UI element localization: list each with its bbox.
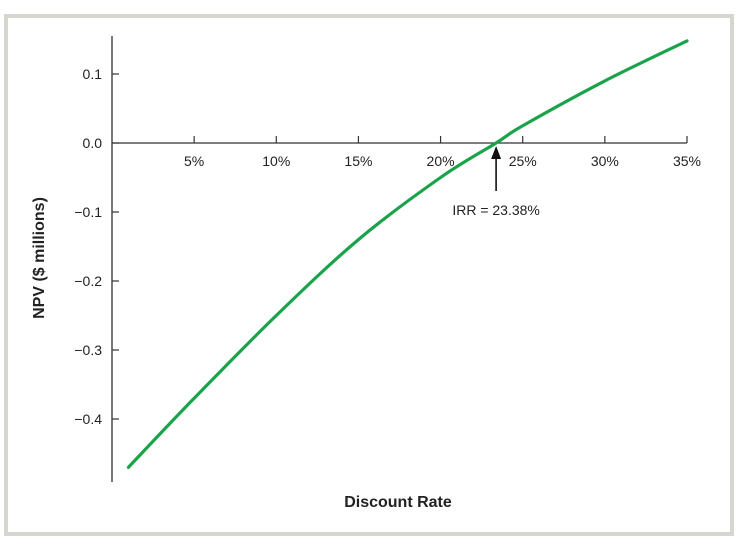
x-ticks: 5% 10% 15% 20% 25% 30% 35% bbox=[184, 136, 701, 169]
y-tick-label: −0.1 bbox=[74, 204, 102, 220]
series-group bbox=[126, 39, 689, 469]
irr-arrowhead bbox=[491, 146, 502, 159]
axes bbox=[111, 36, 687, 482]
irr-annotation-label: IRR = 23.38% bbox=[452, 202, 540, 218]
y-tick-label: −0.4 bbox=[74, 411, 102, 427]
x-tick-label: 5% bbox=[184, 153, 204, 169]
x-tick-label: 20% bbox=[427, 153, 455, 169]
y-axis-label: NPV ($ millions) bbox=[31, 197, 48, 319]
x-axis-label: Discount Rate bbox=[344, 494, 452, 511]
x-tick-label: 25% bbox=[509, 153, 537, 169]
y-tick-label: 0.1 bbox=[83, 66, 103, 82]
chart-frame bbox=[4, 14, 734, 536]
y-tick-label: 0.0 bbox=[83, 135, 103, 151]
y-ticks: 0.1 0.0 −0.1 −0.2 −0.3 −0.4 bbox=[74, 66, 119, 427]
x-tick-label: 35% bbox=[673, 153, 701, 169]
y-tick-label: −0.2 bbox=[74, 273, 102, 289]
annotations: IRR = 23.38% bbox=[452, 146, 540, 218]
npv-series-line bbox=[126, 39, 689, 469]
x-tick-label: 30% bbox=[591, 153, 619, 169]
x-tick-label: 10% bbox=[262, 153, 290, 169]
x-tick-label: 15% bbox=[344, 153, 372, 169]
y-tick-label: −0.3 bbox=[74, 342, 102, 358]
